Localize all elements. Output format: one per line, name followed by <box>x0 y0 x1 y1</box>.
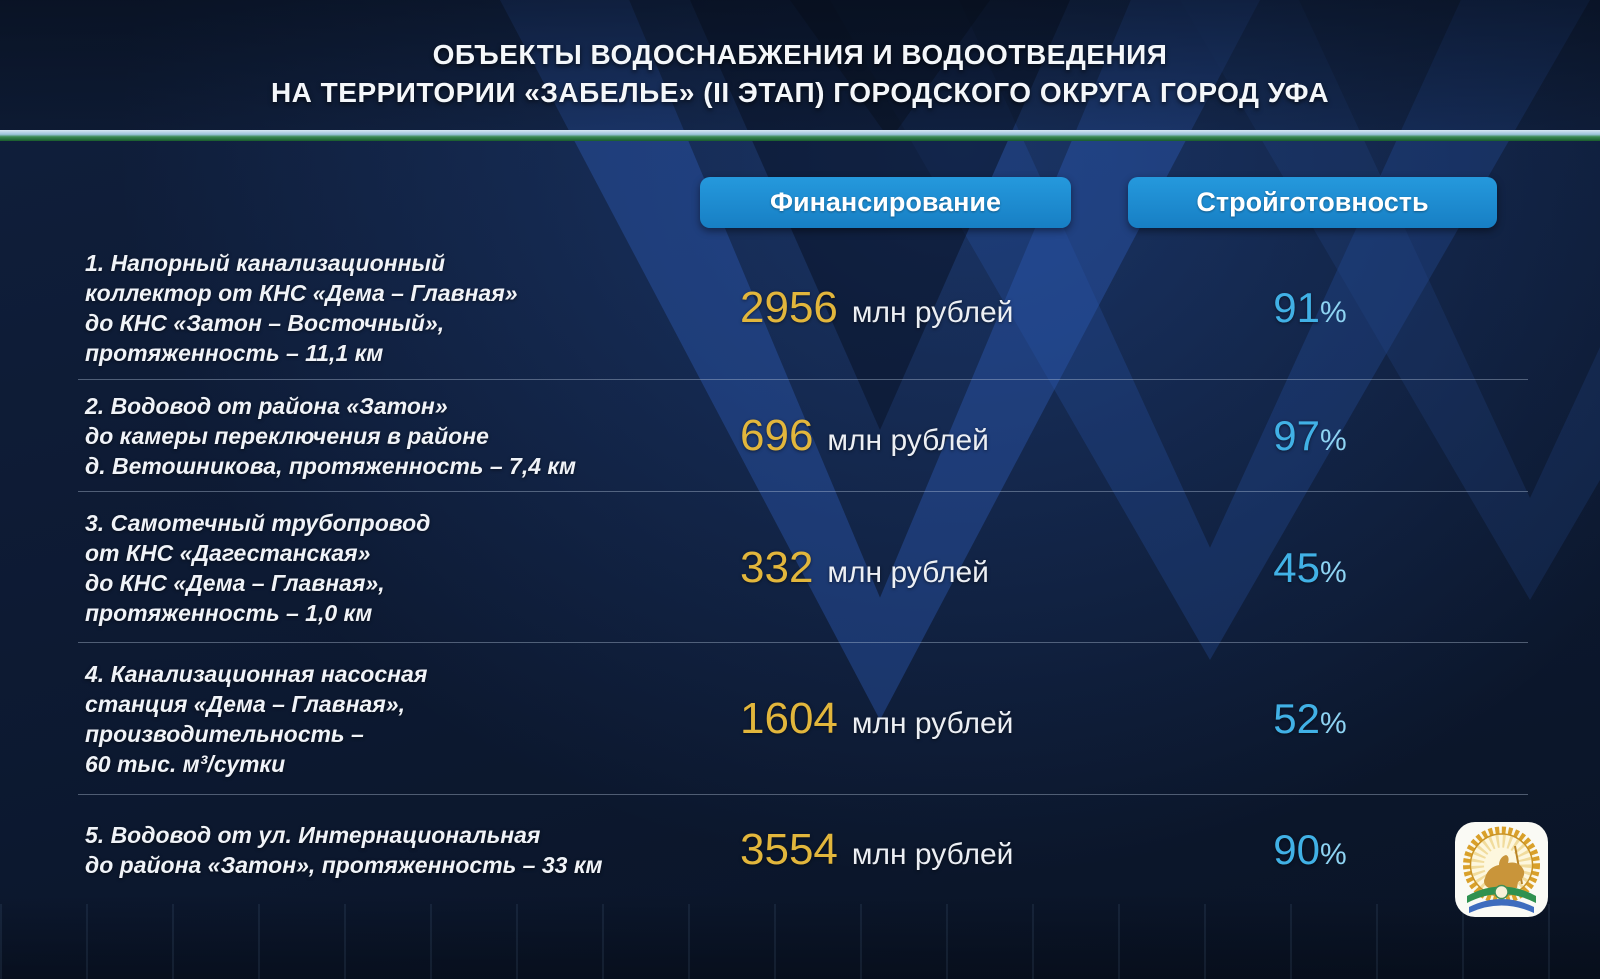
bashkortostan-emblem-logo <box>1455 822 1548 917</box>
readiness-percent: 52 <box>1273 695 1321 742</box>
project-description: 4. Канализационная насосная станция «Дем… <box>85 661 428 777</box>
financing-amount: 3554 <box>740 825 838 874</box>
readiness-value: 91% <box>1160 284 1460 332</box>
financing-unit: млн рублей <box>851 295 1014 329</box>
table-row: 1. Напорный канализационный коллектор от… <box>0 235 1600 380</box>
header-band <box>0 0 1600 133</box>
projects-table: 1. Напорный канализационный коллектор от… <box>0 235 1600 905</box>
column-header-financing: Финансирование <box>700 177 1071 228</box>
bottom-shade <box>0 894 1600 979</box>
financing-value: 696 млн рублей <box>740 411 989 461</box>
page-title-line2: НА ТЕРРИТОРИИ «ЗАБЕЛЬЕ» (II ЭТАП) ГОРОДС… <box>270 77 1330 108</box>
title-divider-line <box>0 130 1600 141</box>
financing-unit: млн рублей <box>851 707 1014 740</box>
financing-amount: 332 <box>740 542 814 592</box>
table-row: 5. Водовод от ул. Интернациональная до р… <box>0 795 1600 905</box>
bottom-texture <box>0 904 1600 979</box>
project-description: 3. Самотечный трубопровод от КНС «Дагест… <box>85 509 431 626</box>
project-description: 1. Напорный канализационный коллектор от… <box>85 249 518 366</box>
page-title: ОБЪЕКТЫ ВОДОСНАБЖЕНИЯ И ВОДООТВЕДЕНИЯ НА… <box>0 36 1600 112</box>
readiness-percent: 97 <box>1273 412 1321 459</box>
readiness-percent: 90 <box>1273 826 1321 873</box>
percent-sign: % <box>1320 424 1347 457</box>
readiness-value: 52% <box>1160 695 1460 743</box>
table-row: 4. Канализационная насосная станция «Дем… <box>0 643 1600 795</box>
financing-value: 3554 млн рублей <box>740 825 1013 875</box>
project-description: 5. Водовод от ул. Интернациональная до р… <box>85 822 603 878</box>
readiness-value: 97% <box>1160 412 1460 460</box>
percent-sign: % <box>1320 295 1347 329</box>
project-description: 2. Водовод от района «Затон» до камеры п… <box>85 393 577 479</box>
readiness-percent: 91 <box>1273 283 1321 331</box>
readiness-value: 45% <box>1160 544 1460 592</box>
percent-sign: % <box>1320 555 1347 589</box>
column-header-readiness: Стройготовность <box>1128 177 1497 228</box>
readiness-percent: 45 <box>1273 543 1321 591</box>
financing-amount: 696 <box>740 411 814 460</box>
financing-amount: 2956 <box>740 282 838 332</box>
financing-value: 332 млн рублей <box>740 543 989 593</box>
page-title-line1: ОБЪЕКТЫ ВОДОСНАБЖЕНИЯ И ВОДООТВЕДЕНИЯ <box>432 39 1168 70</box>
financing-value: 2956 млн рублей <box>740 283 1013 333</box>
percent-sign: % <box>1320 838 1347 871</box>
financing-unit: млн рублей <box>827 555 989 589</box>
financing-value: 1604 млн рублей <box>740 694 1013 744</box>
financing-amount: 1604 <box>740 694 838 743</box>
table-row: 3. Самотечный трубопровод от КНС «Дагест… <box>0 492 1600 643</box>
financing-unit: млн рублей <box>851 838 1014 871</box>
financing-unit: млн рублей <box>827 424 989 457</box>
table-row: 2. Водовод от района «Затон» до камеры п… <box>0 380 1600 492</box>
percent-sign: % <box>1320 707 1347 740</box>
readiness-value: 90% <box>1160 826 1460 874</box>
bashkortostan-emblem-icon <box>1455 822 1548 917</box>
